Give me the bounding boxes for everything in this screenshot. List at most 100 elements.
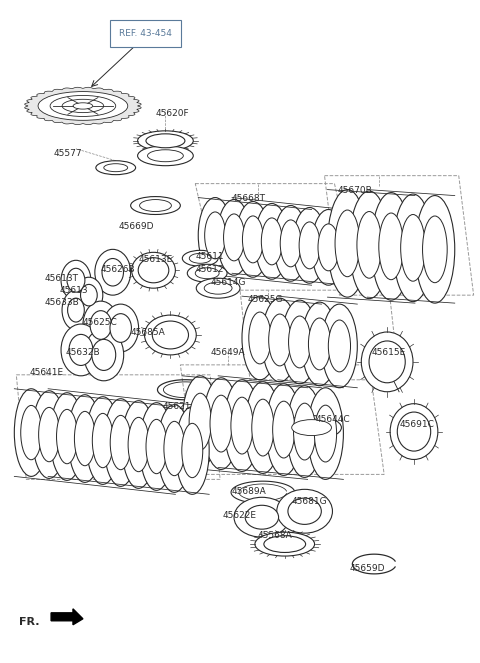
Ellipse shape <box>242 216 264 263</box>
Ellipse shape <box>182 376 218 467</box>
Ellipse shape <box>81 284 97 306</box>
Ellipse shape <box>234 497 290 537</box>
Ellipse shape <box>68 298 84 322</box>
Ellipse shape <box>262 298 298 382</box>
Ellipse shape <box>309 318 331 370</box>
Text: REF. 43-454: REF. 43-454 <box>119 29 171 38</box>
Ellipse shape <box>204 282 232 294</box>
Ellipse shape <box>293 208 326 283</box>
Text: 45659D: 45659D <box>349 564 385 573</box>
Ellipse shape <box>371 192 411 300</box>
Text: 45613E: 45613E <box>139 255 173 265</box>
Ellipse shape <box>122 400 156 489</box>
Ellipse shape <box>164 422 185 475</box>
Ellipse shape <box>38 407 60 461</box>
Ellipse shape <box>255 532 314 556</box>
Text: 45626B: 45626B <box>101 265 135 274</box>
Ellipse shape <box>62 99 104 113</box>
Ellipse shape <box>282 416 341 440</box>
Ellipse shape <box>57 409 77 463</box>
Ellipse shape <box>401 215 425 281</box>
Ellipse shape <box>224 380 260 471</box>
Text: 45681G: 45681G <box>292 497 327 507</box>
Ellipse shape <box>182 251 218 267</box>
Ellipse shape <box>273 401 295 458</box>
Text: 45691C: 45691C <box>399 420 434 428</box>
Ellipse shape <box>349 191 389 298</box>
Ellipse shape <box>132 253 175 288</box>
Ellipse shape <box>210 395 232 452</box>
Ellipse shape <box>62 290 90 330</box>
Ellipse shape <box>90 311 111 339</box>
Ellipse shape <box>104 164 128 172</box>
Ellipse shape <box>294 403 316 460</box>
Text: 45644C: 45644C <box>315 414 350 424</box>
Ellipse shape <box>73 103 93 109</box>
Ellipse shape <box>189 393 211 450</box>
Ellipse shape <box>189 253 211 263</box>
Ellipse shape <box>38 91 128 120</box>
Ellipse shape <box>217 200 251 275</box>
Ellipse shape <box>301 302 337 386</box>
Text: 45625G: 45625G <box>248 295 284 304</box>
Ellipse shape <box>287 386 323 477</box>
Polygon shape <box>24 88 141 125</box>
Text: 45649A: 45649A <box>210 348 245 357</box>
Ellipse shape <box>282 300 318 384</box>
Text: 45613T: 45613T <box>44 274 78 283</box>
Ellipse shape <box>261 218 282 265</box>
Ellipse shape <box>110 415 131 469</box>
Ellipse shape <box>252 399 274 456</box>
Text: 45633B: 45633B <box>44 298 79 307</box>
Ellipse shape <box>68 394 102 483</box>
Text: FR.: FR. <box>19 617 40 627</box>
Ellipse shape <box>146 134 185 148</box>
Text: 45641E: 45641E <box>29 368 63 377</box>
Ellipse shape <box>86 396 120 485</box>
Ellipse shape <box>182 424 203 477</box>
Ellipse shape <box>328 320 350 372</box>
Text: 45685A: 45685A <box>131 328 166 337</box>
Ellipse shape <box>318 224 339 271</box>
Ellipse shape <box>224 214 244 261</box>
Ellipse shape <box>14 389 48 477</box>
Ellipse shape <box>415 196 455 303</box>
Text: 45614G: 45614G <box>210 278 246 287</box>
Text: 45620F: 45620F <box>156 109 189 118</box>
Ellipse shape <box>255 204 288 279</box>
Text: 45632B: 45632B <box>66 348 101 357</box>
Ellipse shape <box>203 378 239 469</box>
Ellipse shape <box>128 418 149 471</box>
Ellipse shape <box>140 200 171 211</box>
Ellipse shape <box>67 269 85 292</box>
Ellipse shape <box>144 315 196 355</box>
Ellipse shape <box>21 405 42 459</box>
Ellipse shape <box>280 220 301 267</box>
Ellipse shape <box>152 321 189 349</box>
Ellipse shape <box>249 312 271 364</box>
Ellipse shape <box>83 301 119 349</box>
Ellipse shape <box>138 131 193 151</box>
Text: 45621: 45621 <box>162 402 191 410</box>
Text: 45625C: 45625C <box>83 318 118 327</box>
Ellipse shape <box>361 332 413 392</box>
Text: 45622E: 45622E <box>222 511 256 520</box>
Text: 45668T: 45668T <box>232 194 266 203</box>
Ellipse shape <box>147 150 183 162</box>
Ellipse shape <box>288 498 321 524</box>
Ellipse shape <box>102 259 123 286</box>
Ellipse shape <box>288 316 311 368</box>
Ellipse shape <box>195 268 219 278</box>
Ellipse shape <box>312 210 346 285</box>
Ellipse shape <box>96 160 136 174</box>
Text: 45568A: 45568A <box>258 531 293 540</box>
Ellipse shape <box>390 404 438 459</box>
Ellipse shape <box>314 405 336 462</box>
Ellipse shape <box>103 304 139 352</box>
Ellipse shape <box>397 412 431 451</box>
Ellipse shape <box>322 304 357 388</box>
Text: 45613: 45613 <box>60 286 89 295</box>
Ellipse shape <box>266 384 301 475</box>
Ellipse shape <box>50 392 84 481</box>
Text: 45689A: 45689A <box>232 487 267 497</box>
